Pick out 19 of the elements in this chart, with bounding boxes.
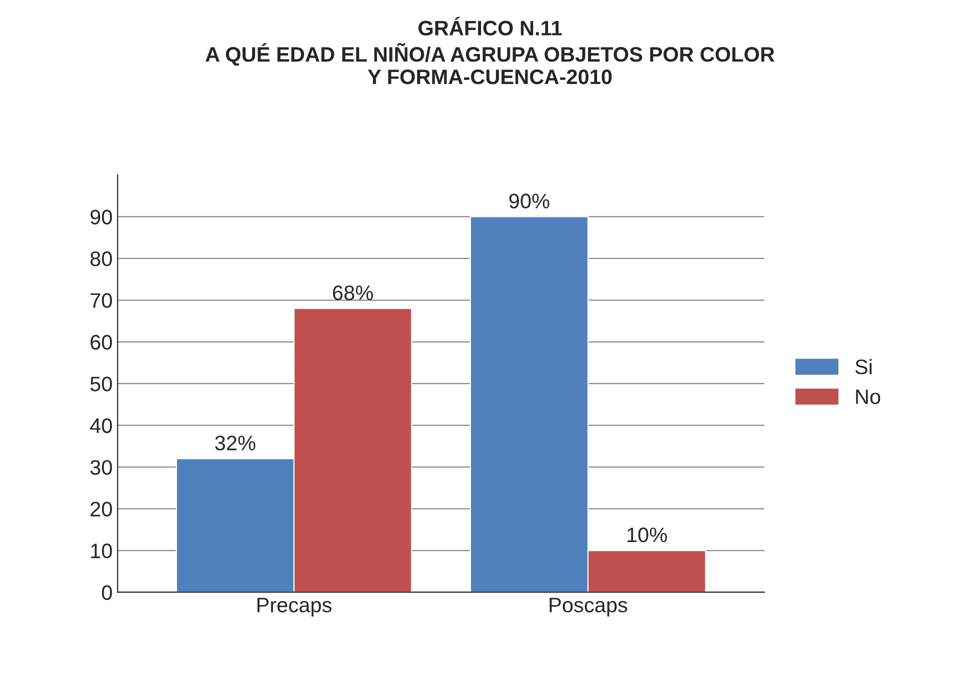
y-tick-label: 50 — [90, 376, 112, 392]
y-tick-label: 60 — [90, 334, 112, 350]
y-tick-label: 30 — [90, 460, 112, 475]
y-tick-label: 20 — [90, 502, 112, 517]
data-label: 32% — [215, 436, 256, 450]
data-label: 90% — [509, 194, 550, 208]
y-tick-label: 40 — [90, 418, 112, 434]
chart-title: GRÁFICO N.11 A QUÉ EDAD EL NIÑO/A AGRUPA OBJETOS POR COLOR Y FORMA-CUENCA-2010 — [206, 16, 775, 84]
y-tick-label: 70 — [90, 293, 112, 308]
y-tick-label: 10 — [91, 544, 112, 558]
x-tick-label: Precaps — [258, 598, 332, 617]
x-tick-label: Poscaps — [550, 598, 628, 617]
data-label: 10% — [628, 527, 667, 542]
y-tick-label: 0 — [102, 585, 112, 600]
legend-label: No — [856, 390, 880, 404]
legend-label: Si — [855, 358, 872, 374]
y-tick-label: 80 — [90, 251, 112, 266]
data-label: 68% — [333, 285, 373, 300]
y-tick-label: 90 — [90, 210, 112, 224]
